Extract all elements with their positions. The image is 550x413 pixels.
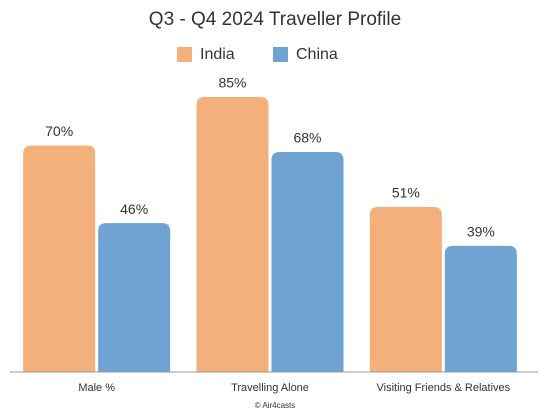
bar [444, 245, 517, 372]
chart-title: Q3 - Q4 2024 Traveller Profile [149, 9, 401, 30]
x-tick-label: Male % [78, 382, 115, 394]
bar [271, 152, 344, 372]
legend-swatch [273, 47, 288, 62]
x-tick-label: Travelling Alone [231, 382, 309, 394]
credit: © Air4casts [255, 401, 296, 410]
bar [23, 145, 96, 372]
x-tick-label: Visiting Friends & Relatives [376, 382, 510, 394]
value-label: 39% [467, 224, 495, 240]
value-label: 70% [45, 123, 73, 139]
bar [196, 97, 269, 372]
legend-swatch [177, 47, 192, 62]
legend-label: India [200, 46, 235, 63]
value-label: 46% [120, 201, 148, 217]
bar [98, 223, 171, 372]
bar [369, 207, 442, 372]
legend-label: China [296, 46, 338, 63]
value-label: 85% [218, 75, 246, 91]
value-label: 51% [392, 185, 420, 201]
value-label: 68% [293, 130, 321, 146]
